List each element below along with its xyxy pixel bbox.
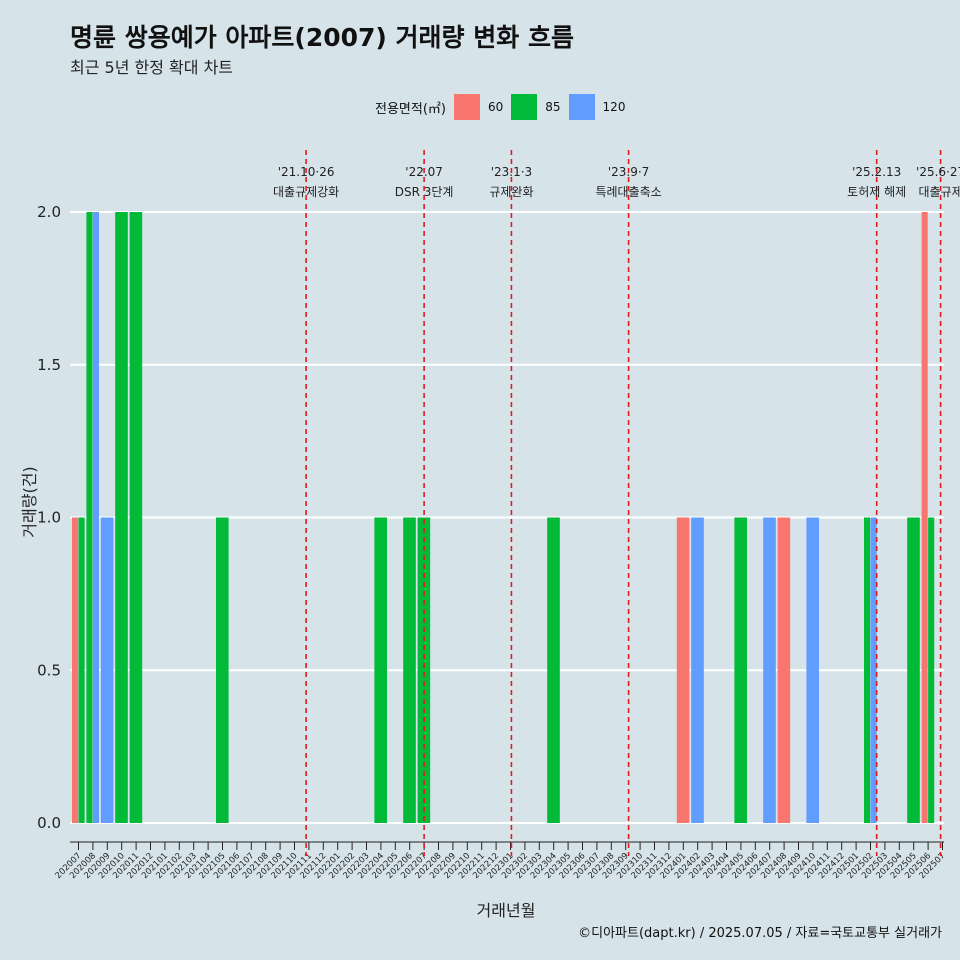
bar-120-202502 (870, 517, 877, 823)
y-tick-label: 0.5 (37, 661, 61, 679)
bar-85-202506 (928, 517, 935, 823)
y-axis-label: 거래량(건) (20, 466, 39, 538)
legend-item-120: 120 (568, 94, 626, 120)
bar-120-202402 (691, 517, 704, 823)
bar-85-202207 (417, 517, 431, 823)
legend-key-85 (511, 94, 538, 120)
bar-120-202008 (92, 212, 99, 823)
bar-85-202007 (78, 517, 85, 823)
bar-60-202408 (777, 517, 791, 823)
event-name-label: 특례대출축소 (595, 185, 661, 199)
bar-85-202105 (216, 517, 229, 823)
bar-85-202204 (374, 517, 387, 823)
legend-key-60 (453, 94, 480, 120)
source-caption: ©디아파트(dapt.kr) / 2025.07.05 / 자료=국토교통부 실… (578, 926, 942, 941)
event-date-label: '21.10·26 (278, 165, 335, 179)
event-date-label: '25.6·27 (916, 165, 960, 179)
bar-85-202010 (115, 212, 128, 823)
legend-key-120 (568, 94, 595, 120)
event-name-label: 대출규제강화 (273, 185, 339, 199)
x-axis-label: 거래년월 (476, 901, 536, 920)
legend-label-60: 60 (487, 100, 504, 114)
bar-60-202401 (676, 517, 690, 823)
bar-85-202505 (907, 517, 920, 823)
legend-item-85: 85 (511, 94, 561, 120)
y-tick-label: 2.0 (37, 203, 61, 221)
bar-60-202007 (72, 517, 79, 823)
event-date-label: '22.07 (405, 165, 443, 179)
bar-85-202304 (547, 517, 560, 823)
bar-120-202410 (806, 517, 819, 823)
y-tick-label: 1.5 (37, 356, 61, 374)
legend-title: 전용면적(㎡) (375, 101, 446, 117)
bar-120-202407 (763, 517, 776, 823)
event-name-label: 대출규제 (918, 185, 960, 199)
bar-85-202206 (403, 517, 416, 823)
legend: 전용면적(㎡) 60 85 120 (375, 93, 633, 121)
legend-label-120: 120 (602, 100, 626, 114)
legend-label-85: 85 (545, 100, 561, 114)
bar-60-202506 (921, 212, 928, 823)
event-date-label: '23.1·3 (491, 165, 532, 179)
y-tick-label: 0.0 (37, 814, 61, 832)
chart-subtitle: 최근 5년 한정 확대 차트 (70, 58, 234, 77)
event-date-label: '25.2.13 (852, 165, 901, 179)
event-name-label: 규제완화 (489, 185, 533, 199)
event-name-label: DSR 3단계 (395, 185, 454, 199)
bar-85-202011 (129, 212, 143, 823)
event-date-label: '23.9·7 (608, 165, 649, 179)
bar-120-202009 (100, 517, 114, 823)
bar-85-202502 (864, 517, 871, 823)
event-name-label: 토허제 해제 (847, 185, 906, 199)
bar-85-202405 (734, 517, 747, 823)
bar-85-202008 (86, 212, 93, 823)
y-tick-label: 1.0 (37, 509, 61, 527)
legend-item-60: 60 (453, 94, 504, 120)
chart-title: 명륜 쌍용예가 아파트(2007) 거래량 변화 흐름 (70, 23, 574, 52)
